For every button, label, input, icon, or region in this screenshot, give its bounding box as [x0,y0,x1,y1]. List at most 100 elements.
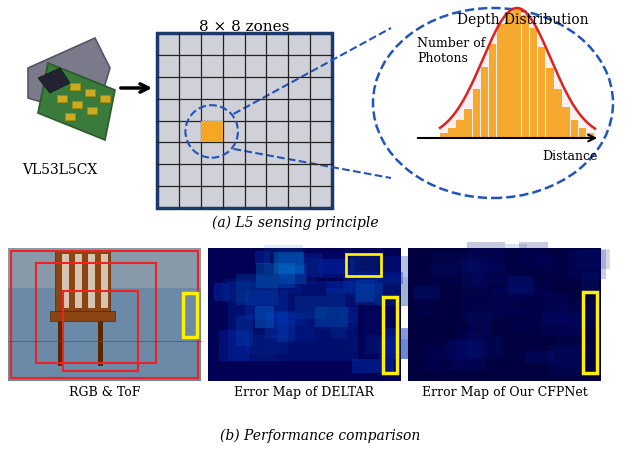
Bar [8,288,201,381]
Text: (b) Performance comparison: (b) Performance comparison [220,429,420,443]
Bar [579,128,586,138]
Bar [282,263,299,283]
Bar [376,277,411,306]
Bar [65,113,75,120]
Bar [50,311,115,321]
Bar [201,120,223,142]
Bar [256,263,295,288]
Bar [352,359,394,373]
Bar [255,306,274,328]
Bar [418,295,433,316]
Bar [359,334,399,358]
Bar [228,281,358,361]
Bar [522,15,529,138]
Bar [343,269,382,293]
Text: 8 × 8 zones: 8 × 8 zones [199,20,290,34]
Bar [274,252,304,274]
Bar [545,255,576,276]
Bar [546,68,554,138]
Bar [55,251,110,311]
Polygon shape [38,63,115,140]
Bar [514,334,541,355]
Bar [98,316,103,366]
Text: (a) L5 sensing principle: (a) L5 sensing principle [212,216,378,230]
Bar [246,335,288,354]
Bar [555,315,579,340]
Bar [157,33,332,208]
Bar [278,249,305,265]
Bar [472,264,507,284]
Polygon shape [38,68,70,93]
Bar [505,12,513,138]
Bar [429,263,458,285]
Bar [425,347,468,362]
Bar [331,315,347,338]
Bar [385,329,412,359]
Bar [477,257,500,287]
Bar [458,330,475,357]
Bar [489,44,497,138]
Bar [563,107,570,138]
Bar [408,248,601,381]
Bar [58,316,63,366]
Bar [424,345,442,371]
Bar [355,283,383,305]
Bar [321,317,355,330]
Bar [219,330,249,361]
Bar [380,256,412,277]
Bar [440,133,447,138]
Bar [346,254,381,276]
Bar [278,253,322,277]
Bar [236,274,278,305]
Bar [319,259,354,278]
Bar [359,272,403,284]
Bar [537,255,569,283]
Text: Depth Distribution: Depth Distribution [457,13,589,27]
Bar [508,284,544,314]
Bar [326,281,353,294]
Bar [265,312,288,338]
Bar [505,244,527,274]
Bar [100,95,110,102]
Text: Distance: Distance [543,150,598,163]
Bar [497,24,504,138]
Bar [315,307,348,327]
Text: Error Map of DELTAR: Error Map of DELTAR [234,386,374,399]
Bar [364,308,391,334]
Text: Number of
Photons: Number of Photons [417,37,485,65]
Bar [350,279,383,297]
Bar [492,288,516,317]
Bar [456,120,464,138]
Bar [72,101,82,108]
Bar [85,89,95,96]
Bar [36,263,156,363]
Bar [214,283,229,301]
Bar [299,257,317,284]
Bar [87,107,97,114]
Bar [540,312,584,336]
Bar [101,254,108,308]
Bar [516,285,536,300]
Bar [295,296,327,319]
Bar [587,133,595,138]
Bar [277,311,295,342]
Bar [246,276,288,292]
Bar [567,250,606,279]
Bar [465,109,472,138]
Bar [272,312,315,341]
Bar [554,88,562,138]
Bar [57,95,67,102]
Bar [62,254,69,308]
Bar [444,340,481,359]
Bar [462,292,501,322]
Bar [519,242,548,268]
Bar [525,351,555,363]
Bar [382,328,412,359]
Bar [570,120,578,138]
Text: Error Map of Our CFPNet: Error Map of Our CFPNet [422,386,588,399]
Bar [571,300,597,329]
Bar [509,308,537,331]
Text: RGB & ToF: RGB & ToF [69,386,140,399]
Bar [365,335,401,354]
Bar [487,275,527,292]
